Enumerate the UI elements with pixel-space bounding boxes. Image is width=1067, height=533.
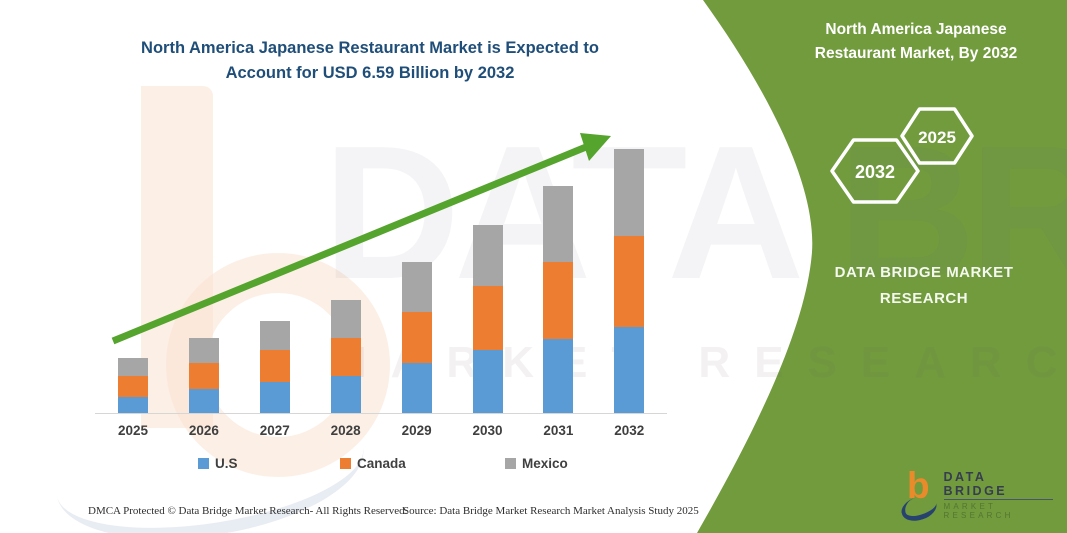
legend-item-mexico: Mexico xyxy=(505,456,568,471)
legend-label: Canada xyxy=(357,456,406,471)
bar-segment-2026-mexico xyxy=(188,338,219,363)
legend-swatch-icon xyxy=(340,458,351,469)
bar-segment-2027-canada xyxy=(259,350,290,382)
bar-2030 xyxy=(472,225,503,413)
bar-segment-2026-us xyxy=(188,389,219,413)
x-axis-label-2027: 2027 xyxy=(259,423,290,438)
legend-item-us: U.S xyxy=(198,456,238,471)
bar-segment-2030-us xyxy=(472,350,503,413)
databridge-logo-text: DATA BRIDGE MARKET RESEARCH xyxy=(943,470,1053,520)
legend-swatch-icon xyxy=(198,458,209,469)
bar-segment-2031-us xyxy=(543,339,574,413)
bar-segment-2027-us xyxy=(259,382,290,413)
logo-d-swoosh-icon xyxy=(898,492,940,525)
logo-sub-text: MARKET RESEARCH xyxy=(943,502,1014,520)
bar-segment-2031-canada xyxy=(543,262,574,339)
bar-2026 xyxy=(188,338,219,413)
chart-title: North America Japanese Restaurant Market… xyxy=(95,36,645,86)
hexagon-2032-label: 2032 xyxy=(855,162,895,182)
x-axis-label-2029: 2029 xyxy=(401,423,432,438)
bar-segment-2030-canada xyxy=(472,286,503,350)
bar-2029 xyxy=(401,262,432,413)
bar-segment-2026-canada xyxy=(188,363,219,389)
side-panel-heading: North America Japanese Restaurant Market… xyxy=(780,18,1052,66)
footer-source-text: Source: Data Bridge Market Research Mark… xyxy=(403,505,699,517)
footer-dmca-text: DMCA Protected © Data Bridge Market Rese… xyxy=(88,505,408,517)
legend-label: Mexico xyxy=(522,456,568,471)
x-axis-label-2030: 2030 xyxy=(472,423,503,438)
bar-segment-2029-us xyxy=(401,363,432,413)
legend-swatch-icon xyxy=(505,458,516,469)
side-panel-heading-line1: North America Japanese xyxy=(825,21,1007,38)
side-panel-brand-line1: DATA BRIDGE MARKET xyxy=(834,264,1014,281)
bar-segment-2029-canada xyxy=(401,312,432,363)
bar-2028 xyxy=(330,300,361,413)
bar-segment-2028-us xyxy=(330,376,361,413)
side-panel-brand-line2: RESEARCH xyxy=(879,289,969,307)
bar-segment-2027-mexico xyxy=(259,321,290,350)
databridge-logo: b DATA BRIDGE MARKET RESEARCH xyxy=(898,465,1053,525)
bar-segment-2025-canada xyxy=(118,376,148,397)
legend-label: U.S xyxy=(215,456,238,471)
side-panel-heading-line2: Restaurant Market, By 2032 xyxy=(814,45,1018,63)
x-axis-label-2026: 2026 xyxy=(188,423,219,438)
bar-segment-2032-us xyxy=(614,327,645,413)
x-axis-label-2032: 2032 xyxy=(614,423,645,438)
hexagon-2025-label: 2025 xyxy=(918,128,956,147)
bar-segment-2028-canada xyxy=(330,338,361,376)
bar-2025 xyxy=(118,358,148,413)
databridge-logo-icon: b xyxy=(898,465,940,525)
bar-2031 xyxy=(543,186,574,413)
chart-title-line1: North America Japanese Restaurant Market… xyxy=(141,39,599,57)
watermark-tagline-text: MARKET RESEARCH xyxy=(330,338,1067,387)
bar-segment-2029-mexico xyxy=(401,262,432,312)
bar-2032 xyxy=(614,149,645,413)
bar-segment-2025-mexico xyxy=(118,358,148,376)
x-axis-label-2031: 2031 xyxy=(543,423,574,438)
side-panel-brand: DATA BRIDGE MARKET RESEARCH xyxy=(798,260,1050,311)
bar-segment-2032-mexico xyxy=(614,149,645,236)
bar-segment-2025-us xyxy=(118,397,148,413)
logo-name-text: DATA BRIDGE xyxy=(943,470,1053,500)
bar-segment-2032-canada xyxy=(614,236,645,327)
x-axis-label-2025: 2025 xyxy=(117,423,149,438)
hexagon-2032 xyxy=(830,138,920,204)
bar-segment-2028-mexico xyxy=(330,300,361,338)
x-axis-line xyxy=(95,413,667,414)
bar-2027 xyxy=(259,321,290,413)
legend-item-canada: Canada xyxy=(340,456,406,471)
x-axis-label-2028: 2028 xyxy=(330,423,361,438)
bar-segment-2030-mexico xyxy=(472,225,503,286)
bar-segment-2031-mexico xyxy=(543,186,574,262)
hexagon-2025 xyxy=(900,107,974,165)
chart-title-line2: Account for USD 6.59 Billion by 2032 xyxy=(225,63,515,82)
